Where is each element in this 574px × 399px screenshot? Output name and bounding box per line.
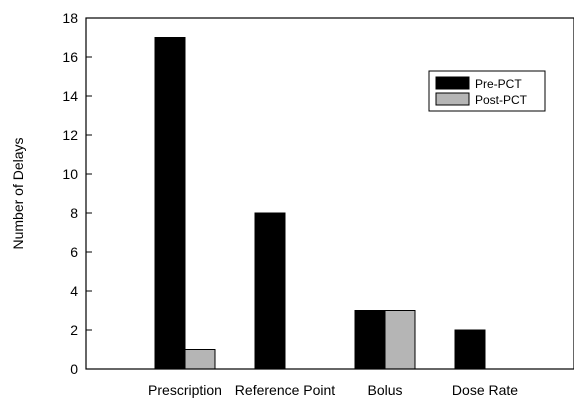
bar-post-pct-bolus: [384, 310, 416, 370]
plot-frame: [85, 17, 574, 370]
y-tick-label: 12: [62, 127, 78, 143]
bar-pre-pct-reference-point: [254, 212, 286, 370]
y-tick-label: 6: [70, 244, 78, 260]
x-category-label: Reference Point: [235, 382, 336, 398]
x-category-label: Bolus: [367, 382, 402, 398]
legend: Pre-PCT Post-PCT: [428, 70, 546, 112]
bar-post-pct-prescription: [184, 349, 216, 370]
x-category-label: Dose Rate: [452, 382, 518, 398]
x-axis-labels: Prescription Reference Point Bolus Dose Rat…: [148, 382, 518, 398]
y-tick-label: 18: [62, 10, 78, 26]
y-tick-label: 8: [70, 205, 78, 221]
bar-pre-pct-bolus: [354, 310, 386, 370]
y-axis-title: Number of Delays: [10, 137, 26, 249]
y-tick-label: 10: [62, 166, 78, 182]
y-tick-label: 16: [62, 49, 78, 65]
y-tick-label: 0: [70, 361, 78, 377]
bar-pre-pct-dose-rate: [454, 329, 486, 370]
legend-swatch: [435, 92, 470, 106]
x-category-label: Prescription: [148, 382, 222, 398]
y-axis-ticks: 0 2 4 6 8 10 12 14 16 18: [62, 10, 92, 377]
y-tick-label: 14: [62, 88, 78, 104]
legend-label: Pre-PCT: [475, 77, 522, 91]
legend-label: Post-PCT: [475, 93, 528, 107]
y-tick-label: 4: [70, 283, 78, 299]
y-tick-label: 2: [70, 322, 78, 338]
legend-swatch: [435, 76, 470, 90]
bar-pre-pct-prescription: [154, 37, 186, 370]
bars-group: [154, 37, 486, 370]
